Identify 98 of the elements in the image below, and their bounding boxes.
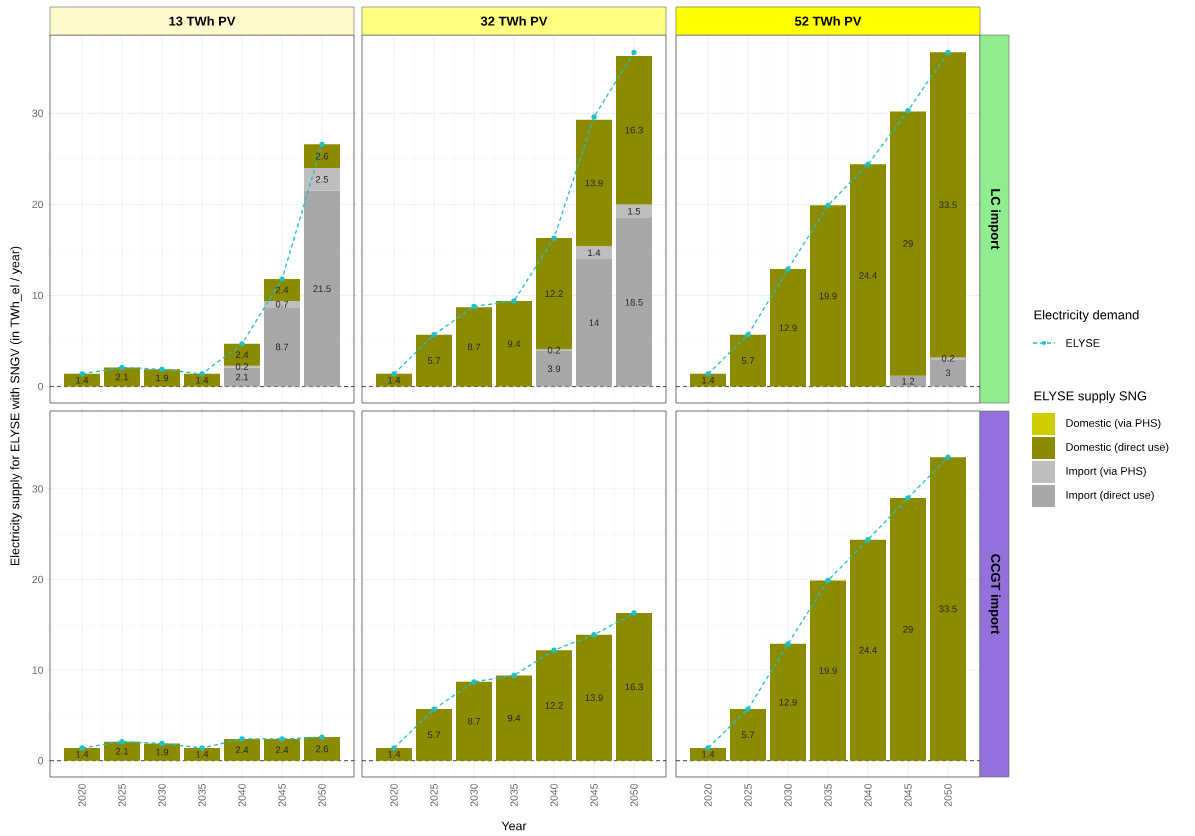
data-label: 19.9 bbox=[819, 667, 837, 674]
x-tick-label: 2045 bbox=[590, 783, 598, 807]
data-label: 1.9 bbox=[156, 374, 169, 382]
data-label: 2.1 bbox=[115, 373, 129, 381]
data-label: 21.5 bbox=[313, 285, 331, 293]
data-label: 2.1 bbox=[115, 747, 129, 755]
data-label: 1.4 bbox=[588, 249, 601, 256]
data-label: 2.4 bbox=[275, 746, 289, 754]
x-tick-label: 2025 bbox=[430, 783, 438, 807]
y-tick-label: 30 bbox=[32, 109, 44, 118]
data-label: 0.7 bbox=[275, 300, 289, 308]
x-tick-label: 2050 bbox=[944, 783, 952, 807]
data-label: 2.5 bbox=[315, 176, 329, 183]
legend-title: Electricity demand bbox=[1034, 309, 1139, 323]
legend-label: Domestic (via PHS) bbox=[1066, 418, 1161, 430]
data-label: 1.4 bbox=[76, 751, 89, 758]
x-tick-label: 2045 bbox=[904, 783, 912, 807]
x-tick-label: 2020 bbox=[78, 783, 86, 807]
x-tick-label: 2020 bbox=[704, 783, 712, 807]
data-label: 13.9 bbox=[585, 179, 603, 187]
y-tick-label: 20 bbox=[32, 200, 44, 209]
data-label: 5.7 bbox=[741, 731, 755, 739]
data-label: 33.5 bbox=[939, 605, 957, 613]
y-tick-label: 0 bbox=[38, 756, 44, 765]
x-tick-label: 2030 bbox=[470, 783, 478, 807]
data-label: 2.6 bbox=[315, 152, 329, 160]
data-label: 5.7 bbox=[427, 357, 441, 364]
y-tick-label: 20 bbox=[32, 575, 44, 584]
data-label: 1.4 bbox=[702, 376, 715, 384]
data-label: 9.4 bbox=[507, 340, 521, 348]
chart-title: 32 TWh PV bbox=[480, 16, 548, 26]
data-label: 12.9 bbox=[779, 324, 797, 332]
data-label: 18.5 bbox=[625, 298, 643, 306]
x-tick-label: 2035 bbox=[198, 783, 206, 807]
data-label: 19.9 bbox=[819, 292, 837, 300]
y-tick-label: 0 bbox=[38, 382, 44, 391]
y-tick-label: 30 bbox=[32, 485, 44, 493]
data-label: 1.4 bbox=[76, 376, 89, 384]
data-label: 24.4 bbox=[859, 272, 877, 279]
legend-label: Import (direct use) bbox=[1066, 490, 1154, 502]
x-tick-label: 2040 bbox=[550, 783, 558, 807]
data-label: 1.4 bbox=[196, 751, 209, 758]
data-label: 16.3 bbox=[625, 683, 643, 691]
x-tick-label: 2025 bbox=[118, 783, 126, 807]
data-label: 24.4 bbox=[859, 646, 877, 654]
data-label: 8.7 bbox=[467, 717, 481, 725]
data-label: 3 bbox=[945, 369, 951, 377]
data-label: 1.4 bbox=[388, 376, 401, 384]
x-tick-label: 2035 bbox=[510, 783, 518, 807]
data-label: 29 bbox=[903, 240, 913, 247]
data-label: 5.7 bbox=[741, 357, 755, 364]
data-label: 13.9 bbox=[585, 694, 603, 702]
legend-label: Domestic (direct use) bbox=[1066, 442, 1169, 454]
data-label: 2.1 bbox=[235, 373, 249, 381]
data-label: 0.2 bbox=[941, 355, 955, 362]
data-label: 1.5 bbox=[628, 207, 641, 215]
data-label: 3.9 bbox=[547, 365, 561, 373]
data-label: 33.5 bbox=[939, 201, 957, 209]
y-tick-label: 10 bbox=[32, 666, 44, 674]
data-label: 14 bbox=[589, 319, 599, 327]
x-tick-label: 2030 bbox=[784, 783, 792, 807]
x-axis-title: Year bbox=[501, 821, 527, 831]
data-label: 9.4 bbox=[507, 714, 521, 722]
data-label: 8.7 bbox=[275, 343, 289, 351]
x-tick-label: 2050 bbox=[630, 783, 638, 807]
data-label: 2.4 bbox=[235, 351, 249, 359]
data-label: 12.9 bbox=[779, 698, 797, 706]
data-label: 1.4 bbox=[388, 751, 401, 758]
data-label: 12.2 bbox=[545, 290, 563, 297]
data-label: 2.6 bbox=[315, 745, 329, 753]
x-tick-label: 2050 bbox=[318, 783, 326, 807]
legend-label: Import (via PHS) bbox=[1066, 466, 1146, 478]
y-axis-title: Electricity supply for ELYSE with SNGV (in TWh_el / year) bbox=[10, 246, 22, 566]
data-label: 1.4 bbox=[196, 376, 209, 384]
data-label: 2.4 bbox=[235, 746, 249, 754]
x-tick-label: 2020 bbox=[390, 783, 398, 807]
chart-title: 52 TWh PV bbox=[794, 16, 862, 26]
legend-title: ELYSE supply SNG bbox=[1034, 390, 1147, 404]
y-tick-label: 10 bbox=[32, 291, 44, 300]
x-tick-label: 2025 bbox=[744, 783, 752, 807]
data-label: 29 bbox=[903, 625, 913, 633]
data-label: 1.9 bbox=[156, 748, 169, 756]
data-label: 8.7 bbox=[467, 343, 481, 351]
data-label: 16.3 bbox=[625, 126, 643, 134]
data-label: 1.4 bbox=[702, 751, 715, 758]
data-label: 1.2 bbox=[902, 377, 915, 385]
y2-axis-title: CCGT import bbox=[988, 554, 1001, 635]
chart-title: 13 TWh PV bbox=[169, 16, 236, 26]
x-tick-label: 2040 bbox=[864, 783, 872, 807]
x-tick-label: 2045 bbox=[278, 783, 286, 807]
x-tick-label: 2035 bbox=[824, 783, 832, 807]
x-tick-label: 2040 bbox=[238, 783, 246, 807]
data-label: 12.2 bbox=[545, 702, 563, 709]
y2-axis-title: LC import bbox=[988, 189, 1001, 250]
data-label: 5.7 bbox=[427, 731, 441, 739]
legend-label: ELYSE bbox=[1066, 339, 1100, 347]
x-tick-label: 2030 bbox=[158, 783, 166, 807]
data-label: 2.4 bbox=[275, 286, 289, 294]
